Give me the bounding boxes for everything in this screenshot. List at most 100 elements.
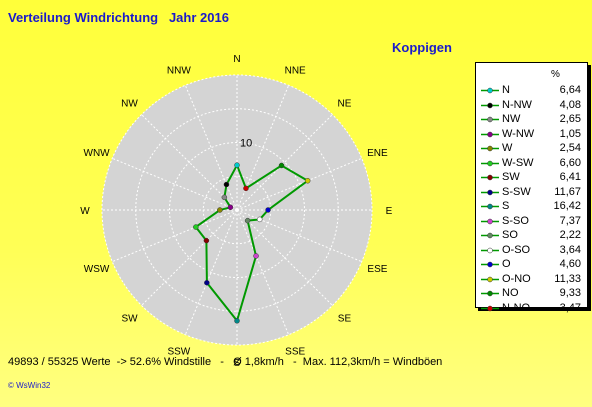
legend-label: W-SW xyxy=(502,156,534,169)
direction-label-e: E xyxy=(386,206,393,217)
grid-ring xyxy=(101,74,373,346)
legend-label: N-NW xyxy=(502,98,532,111)
direction-label-ne: NE xyxy=(338,99,352,110)
data-point-nne xyxy=(243,185,249,192)
data-point-ese xyxy=(256,216,263,223)
legend-label: NO xyxy=(502,287,519,299)
grid-spoke xyxy=(236,114,333,211)
legend-value: 16,42 xyxy=(553,200,581,212)
direction-label-wsw: WSW xyxy=(84,264,110,275)
legend-swatch-icon xyxy=(481,145,499,152)
legend-value: 6,41 xyxy=(559,171,581,183)
legend-item: NO 9,33 xyxy=(476,286,587,301)
direction-label-s: S xyxy=(234,358,241,369)
legend-swatch-icon xyxy=(481,218,499,224)
direction-label-ene: ENE xyxy=(367,148,388,159)
direction-label-wnw: WNW xyxy=(84,148,111,159)
legend-label: O-SO xyxy=(502,243,531,256)
legend-swatch-icon xyxy=(481,203,499,210)
legend-label: S xyxy=(502,200,510,212)
legend-item: N-NO 3,47 xyxy=(476,301,587,316)
legend-value: 9,33 xyxy=(559,287,581,299)
legend-item: W-NW 1,05 xyxy=(476,127,587,142)
grid-spoke xyxy=(141,209,238,306)
legend-item: W-SW 6,60 xyxy=(476,156,587,171)
data-point-w xyxy=(217,207,223,213)
direction-label-n: N xyxy=(233,54,240,65)
direction-label-nnw: NNW xyxy=(167,66,191,77)
legend-swatch-icon xyxy=(481,87,499,94)
legend-label: O xyxy=(502,258,511,270)
direction-label-se: SE xyxy=(338,313,352,324)
grid-spoke xyxy=(236,85,290,211)
legend-item: S-SW 11,67 xyxy=(476,185,587,200)
direction-label-sw: SW xyxy=(121,313,138,324)
legend-swatch-icon xyxy=(481,290,499,297)
legend-item: O 4,60 xyxy=(476,257,587,272)
legend-item: SO 2,22 xyxy=(476,228,587,243)
legend-swatch-icon xyxy=(481,160,499,166)
legend-item: O-SO 3,64 xyxy=(476,243,587,258)
grid-spoke xyxy=(236,157,362,211)
legend-unit: % xyxy=(551,69,560,80)
legend-item: O-NO 11,33 xyxy=(476,272,587,287)
legend-label: W xyxy=(502,142,513,154)
legend-label: O-NO xyxy=(502,272,531,285)
legend-item: N-NW 4,08 xyxy=(476,98,587,113)
legend-swatch-icon xyxy=(481,232,499,239)
legend-value: 2,65 xyxy=(559,113,581,125)
legend-value: 6,60 xyxy=(559,156,581,169)
legend-label: SW xyxy=(502,171,520,183)
data-point-s xyxy=(234,318,240,324)
legend-value: 3,47 xyxy=(559,301,581,314)
grid-spoke xyxy=(112,157,238,211)
legend-label: N-NO xyxy=(502,301,531,314)
statistics-footer: 49893 / 55325 Werte -> 52.6% Windstille … xyxy=(8,356,443,368)
legend-item: NW 2,65 xyxy=(476,112,587,127)
legend-swatch-icon xyxy=(481,131,499,137)
legend-item: S-SO 7,37 xyxy=(476,214,587,229)
data-point-nnw xyxy=(223,181,230,188)
grid-spoke xyxy=(236,209,333,306)
legend-swatch-icon xyxy=(481,116,499,123)
legend-label: S-SO xyxy=(502,214,529,227)
data-point-e xyxy=(265,207,271,213)
ring-label: 10 xyxy=(240,138,252,150)
legend-item: SW 6,41 xyxy=(476,170,587,185)
legend-value: 6,64 xyxy=(559,84,581,96)
grid-spoke xyxy=(184,85,238,211)
data-point-wsw xyxy=(193,224,199,230)
data-point-ene xyxy=(304,177,311,184)
legend-swatch-icon xyxy=(481,174,499,181)
legend-value: 1,05 xyxy=(559,127,581,140)
legend-item: W 2,54 xyxy=(476,141,587,156)
legend: % N 6,64 N-NW 4,08 NW 2,65 W-NW 1,05 W 2,54 W-SW 6,… xyxy=(475,62,588,314)
legend-value: 4,08 xyxy=(559,98,581,111)
data-point-sse xyxy=(253,253,259,259)
data-point-n xyxy=(234,162,240,168)
grid-spoke xyxy=(236,209,290,335)
grid-spoke xyxy=(236,209,362,263)
grid-spoke xyxy=(184,209,238,335)
software-logo: © WsWin32 xyxy=(8,381,51,390)
legend-value: 11,33 xyxy=(554,272,581,285)
data-point-wnw xyxy=(227,204,234,211)
legend-item: S 16,42 xyxy=(476,199,587,214)
legend-label: W-NW xyxy=(502,127,535,140)
legend-item: N 6,64 xyxy=(476,83,587,98)
direction-label-ese: ESE xyxy=(367,264,387,275)
legend-label: S-SW xyxy=(502,185,531,198)
legend-value: 2,22 xyxy=(559,229,581,241)
legend-value: 3,64 xyxy=(559,243,581,256)
data-point-sw xyxy=(203,237,210,244)
legend-swatch-icon xyxy=(481,189,499,195)
direction-label-nne: NNE xyxy=(285,66,306,77)
grid-ring xyxy=(169,142,305,278)
legend-value: 2,54 xyxy=(559,142,581,154)
direction-label-w: W xyxy=(80,206,90,217)
legend-swatch-icon xyxy=(481,276,499,282)
direction-label-ssw: SSW xyxy=(167,346,190,357)
legend-swatch-icon xyxy=(481,261,499,268)
legend-label: N xyxy=(502,84,510,96)
